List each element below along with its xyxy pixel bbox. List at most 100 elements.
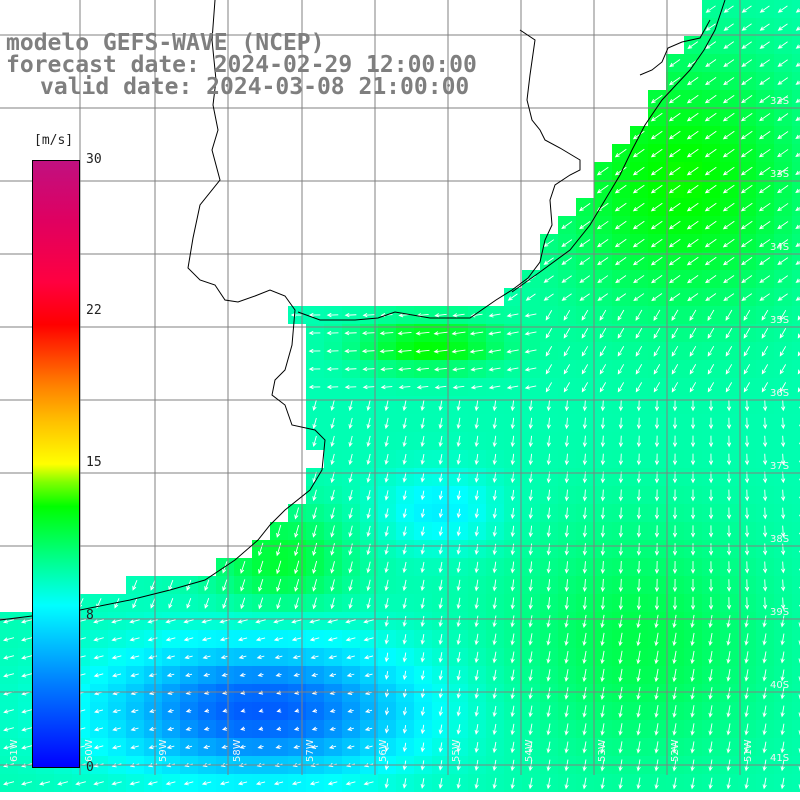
wind-arrow [741,95,753,104]
wind-arrow [654,686,659,701]
wind-arrow [798,622,800,628]
wind-arrow [528,435,533,448]
wind-arrow [326,312,339,318]
wind-arrow [726,615,731,628]
wind-arrow [362,384,375,390]
wind-arrow [546,507,551,520]
wind-arrow [578,203,591,212]
wind-arrow [21,637,33,642]
wind-arrow [668,238,681,248]
wind-arrow [795,116,800,121]
wind-arrow [327,619,338,624]
wind-arrow [723,41,735,49]
wind-arrow [672,632,677,647]
wind-arrow [600,525,605,538]
wind-arrow [456,633,461,646]
wind-arrow [345,781,356,786]
wind-arrow [129,619,140,624]
wind-arrow [740,130,753,140]
wind-arrow [744,705,749,718]
wind-arrow [147,619,158,624]
wind-arrow [330,525,335,538]
wind-arrow [524,367,537,372]
wind-arrow [239,744,246,749]
wind-arrow [632,166,645,176]
wind-arrow [528,561,533,574]
wind-arrow [614,148,627,158]
wind-arrow [582,741,587,754]
wind-arrow [438,724,443,735]
wind-arrow [708,561,714,574]
wind-arrow [528,399,533,412]
wind-arrow [741,23,752,31]
wind-arrow [438,670,443,681]
wind-arrow [438,615,443,628]
wind-arrow [759,113,771,122]
wind-arrow [777,293,788,301]
wind-arrow [384,526,389,537]
wind-arrow [740,112,753,122]
wind-arrow [600,723,605,736]
wind-arrow [276,708,282,713]
wind-arrow [650,94,663,104]
wind-arrow [433,331,448,336]
wind-arrow [402,670,407,681]
wind-arrow [795,44,800,49]
wind-arrow [708,777,713,790]
wind-arrow [379,349,394,354]
wind-arrow [420,526,425,537]
wind-arrow [759,5,770,13]
wind-arrow [528,741,533,754]
wind-arrow [348,579,353,592]
wind-arrow [310,654,319,660]
wind-arrow [668,130,681,140]
wind-arrow [510,777,515,790]
wind-arrow [258,542,264,557]
wind-arrow [564,399,569,412]
wind-arrow [798,640,800,646]
wind-arrow [564,597,569,610]
wind-arrow [618,614,623,629]
wind-arrow [758,184,771,194]
wind-arrow [510,741,515,754]
wind-speed-cell [792,234,800,252]
wind-arrow [474,472,479,483]
wind-arrow [798,730,800,736]
wind-speed-cell [792,324,800,342]
wind-arrow [705,293,717,302]
wind-arrow [185,726,192,731]
wind-arrow [726,417,732,430]
wind-speed-cell [792,432,800,450]
wind-arrow [582,579,587,592]
wind-arrow [564,705,569,718]
wind-arrow [636,686,641,701]
wind-arrow [795,80,800,85]
wind-arrow [528,633,533,646]
wind-arrow [780,741,785,754]
wind-arrow [743,364,751,375]
wind-arrow [203,726,210,731]
wind-arrow [326,384,339,390]
wind-arrow [451,349,466,354]
wind-arrow [420,561,425,574]
wind-arrow [222,708,228,713]
wind-arrow [722,166,735,176]
wind-arrow [635,309,643,321]
wind-arrow [654,453,660,466]
wind-arrow [744,543,750,556]
wind-arrow [654,543,660,556]
wind-arrow [795,278,800,283]
wind-arrow [780,543,786,556]
wind-arrow [563,309,571,321]
wind-arrow [600,777,605,790]
wind-arrow [327,781,338,786]
wind-arrow [686,220,699,230]
wind-arrow [456,435,461,448]
wind-arrow [420,615,425,628]
wind-arrow [328,655,337,660]
wind-arrow [402,490,407,501]
wind-speed-cell [792,702,800,720]
wind-arrow [420,706,425,717]
wind-arrow [797,351,800,357]
wind-arrow [653,309,661,321]
